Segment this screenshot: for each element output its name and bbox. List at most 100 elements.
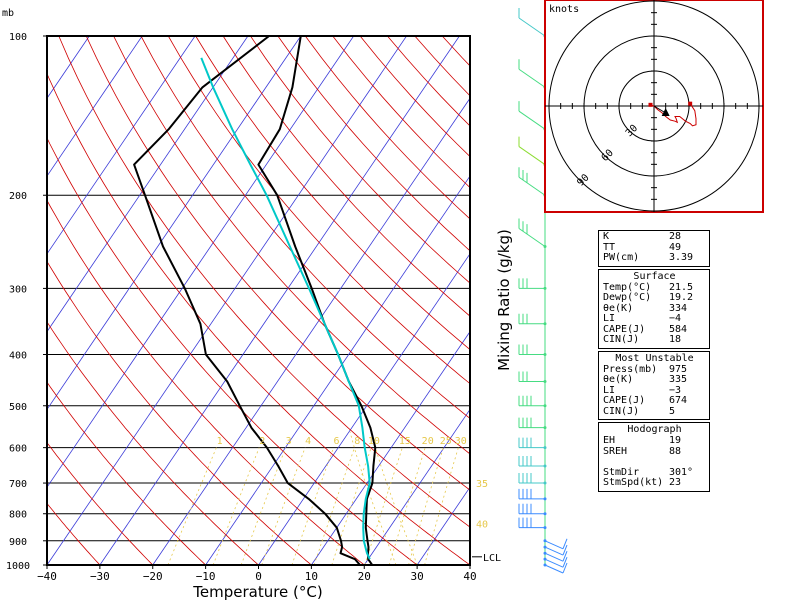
mixing-ratio-value-label: 1 bbox=[217, 436, 223, 447]
dry-adiabat-line bbox=[47, 137, 418, 565]
y-tick-label: 1000 bbox=[6, 561, 30, 572]
index-value: 19.2 bbox=[669, 292, 694, 303]
wind-barb-shaft bbox=[544, 558, 564, 568]
wind-barb-shaft bbox=[544, 564, 564, 574]
mixing-ratio-line bbox=[424, 447, 459, 565]
isobar-grid bbox=[47, 194, 470, 542]
y-tick-label: 700 bbox=[9, 479, 27, 490]
lcl-label: LCL bbox=[483, 553, 501, 564]
index-row: StmSpd(kt) 23 bbox=[603, 477, 706, 489]
parcel-path-line bbox=[200, 57, 371, 560]
temperature-profile-line bbox=[257, 36, 377, 565]
index-value: 19 bbox=[669, 435, 682, 446]
index-row: CIN(J) 18 bbox=[603, 334, 706, 346]
index-value: 975 bbox=[669, 363, 688, 375]
hodograph-units-label: knots bbox=[549, 4, 579, 15]
index-row: StmDir 301° bbox=[603, 467, 706, 479]
mixing-ratio-value-label: 4 bbox=[305, 436, 311, 447]
moist-adiabat-value-label: 35 bbox=[476, 479, 488, 490]
most-unstable-indices-box: Most Unstable Press(mb) 975 θe(K) 335 LI −3 CA… bbox=[598, 350, 710, 420]
index-value: 335 bbox=[669, 374, 688, 385]
index-label: LI bbox=[603, 313, 616, 324]
wind-barb-flag bbox=[562, 538, 568, 549]
dry-adiabat-line bbox=[222, 36, 470, 317]
isotherm-line bbox=[47, 36, 302, 411]
isotherm-line bbox=[205, 175, 470, 565]
hodograph-indices-box: Hodograph EH 19 SREH 88 StmDir 301° StmSpd(kt… bbox=[598, 422, 710, 492]
mixing-ratio-value-label: 2 bbox=[259, 436, 265, 447]
mixing-ratio-line bbox=[167, 447, 217, 565]
dry-adiabat-line bbox=[113, 36, 470, 455]
index-value: 5 bbox=[669, 405, 676, 417]
index-row: CIN(J) 5 bbox=[603, 405, 706, 418]
index-label: LI bbox=[603, 384, 616, 396]
index-label: StmSpd(kt) bbox=[603, 477, 664, 488]
isotherm-line bbox=[363, 408, 470, 565]
mixing-ratio-line bbox=[364, 447, 403, 565]
index-row bbox=[603, 457, 706, 468]
index-label: Press(mb) bbox=[603, 363, 658, 375]
index-label bbox=[603, 457, 669, 468]
index-label: CIN(J) bbox=[603, 334, 640, 345]
temperature-axis: −40 −30 −20 −10 0 10 20 30 40 bbox=[37, 565, 477, 583]
index-row: EH 19 bbox=[603, 435, 706, 447]
surface-indices-box: Surface Temp(°C) 21.5 Dewp(°C) 19.2 θe(K) 334… bbox=[598, 268, 710, 349]
index-label: SREH bbox=[603, 445, 628, 457]
mixing-ratio-line bbox=[212, 447, 260, 565]
index-label: Temp(°C) bbox=[603, 281, 652, 293]
index-row: Dewp(°C) 19.2 bbox=[603, 292, 706, 304]
isotherm-line bbox=[99, 36, 460, 565]
index-value: 28 bbox=[669, 231, 682, 242]
x-tick-label: −10 bbox=[196, 570, 216, 583]
mixing-ratio-line bbox=[331, 447, 372, 565]
index-value: 674 bbox=[669, 395, 688, 406]
wind-barb-shaft bbox=[544, 552, 564, 562]
wind-barb-shaft bbox=[544, 540, 564, 550]
index-value: 23 bbox=[669, 477, 682, 488]
dry-adiabat-line bbox=[47, 321, 259, 565]
index-value: 49 bbox=[669, 241, 682, 253]
index-row: K 28 bbox=[603, 231, 706, 243]
hodograph-header: Hodograph bbox=[627, 424, 682, 435]
index-label: CIN(J) bbox=[603, 405, 640, 417]
wind-barb-shaft bbox=[518, 228, 546, 247]
moist-adiabat-line bbox=[370, 431, 418, 565]
dry-adiabat-line bbox=[47, 260, 312, 565]
isotherm-line bbox=[47, 36, 143, 177]
x-tick-label: −40 bbox=[37, 570, 57, 583]
x-tick-label: 30 bbox=[411, 570, 424, 583]
dry-adiabat-line bbox=[277, 36, 470, 252]
index-row: θe(K) 334 bbox=[603, 303, 706, 315]
index-label: TT bbox=[603, 241, 616, 253]
profile-layer bbox=[133, 36, 377, 565]
dry-adiabat-line bbox=[58, 36, 470, 528]
mixing-ratio-value-label: 20 bbox=[422, 436, 434, 447]
dry-adiabat-line bbox=[47, 442, 154, 565]
dry-adiabat-line bbox=[85, 36, 470, 491]
mixing-ratio-value-label: 10 bbox=[368, 436, 380, 447]
mixing-ratio-value-label: 25 bbox=[440, 436, 452, 447]
index-row: LI −4 bbox=[603, 313, 706, 325]
x-tick-label: 0 bbox=[255, 570, 262, 583]
wind-barb-flag bbox=[562, 544, 568, 556]
wind-barb-shaft bbox=[518, 146, 546, 165]
wind-barb-flag bbox=[562, 556, 568, 568]
dry-adiabat-line bbox=[195, 36, 470, 351]
index-row: PW(cm) 3.39 bbox=[603, 252, 706, 264]
dewpoint-profile-line bbox=[133, 36, 361, 565]
dry-adiabat-line bbox=[167, 36, 470, 385]
index-value: −4 bbox=[669, 313, 682, 324]
most-unstable-header: Most Unstable bbox=[615, 352, 694, 364]
y-tick-label: 400 bbox=[9, 350, 27, 361]
mixing-ratio-title: Mixing Ratio (g/kg) bbox=[495, 229, 513, 371]
index-label: K bbox=[603, 231, 610, 242]
mixing-ratio-line bbox=[408, 447, 444, 565]
dry-adiabat-line bbox=[47, 502, 101, 565]
mixing-ratio-value-label: 8 bbox=[354, 436, 360, 447]
index-row: CAPE(J) 584 bbox=[603, 324, 706, 336]
y-tick-label: 900 bbox=[9, 537, 27, 548]
y-tick-label: 500 bbox=[9, 402, 27, 413]
index-value bbox=[669, 457, 706, 468]
index-row: SREH 88 bbox=[603, 445, 706, 458]
